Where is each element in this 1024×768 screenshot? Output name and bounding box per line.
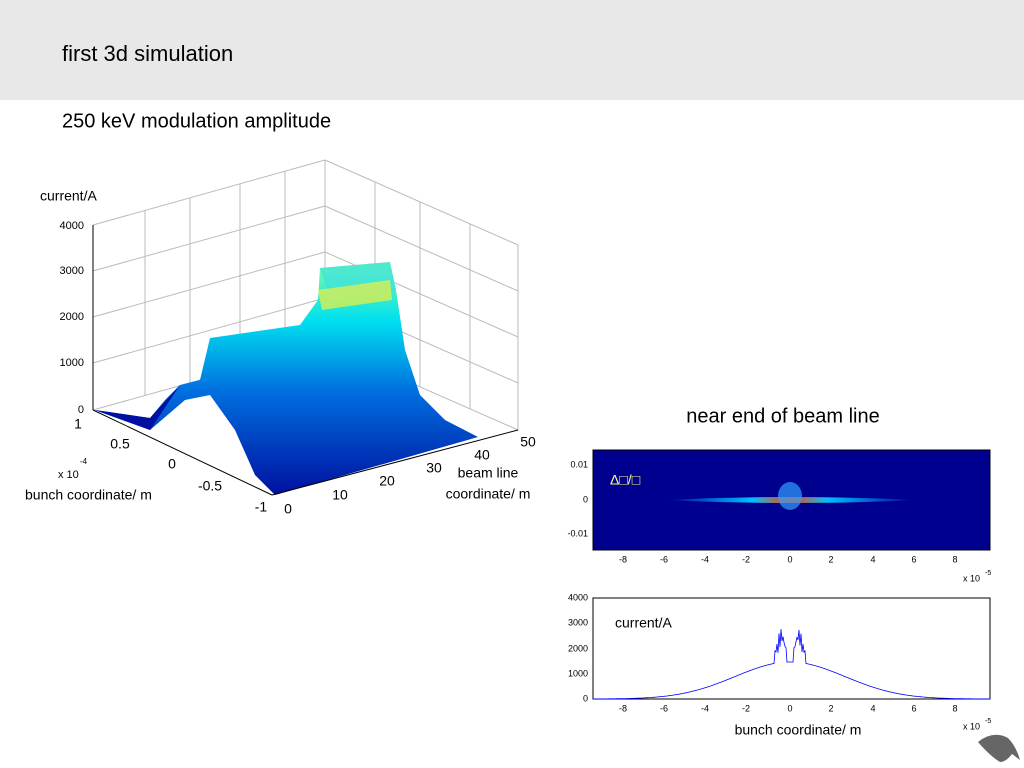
current-curve xyxy=(593,629,991,700)
z-tick-label: 3000 xyxy=(60,265,84,277)
x-tick-label: 50 xyxy=(520,434,536,450)
y-tick-label: 0 xyxy=(583,494,588,504)
x-tick-label: 4 xyxy=(870,554,875,564)
title: first 3d simulation xyxy=(62,41,233,66)
x-exponent-power: -5 xyxy=(985,570,991,577)
logo xyxy=(978,734,1020,762)
phase-label: Δ□/□ xyxy=(610,472,641,488)
x-tick-label: 30 xyxy=(426,460,442,476)
x-tick-label: -2 xyxy=(742,554,750,564)
z-tick-label: 1000 xyxy=(60,357,84,369)
y-exponent-power: -4 xyxy=(80,457,88,466)
y-tick-label: 3000 xyxy=(568,617,588,627)
current-xlabel: bunch coordinate/ m xyxy=(735,722,862,738)
x-tick-label: -6 xyxy=(660,554,668,564)
x-tick-label: -4 xyxy=(701,703,709,713)
z-tick-label: 0 xyxy=(78,404,84,416)
subtitle: 250 keV modulation amplitude xyxy=(62,110,331,132)
surface-base xyxy=(95,385,180,430)
x-tick-label: -8 xyxy=(619,703,627,713)
x-label: beam line xyxy=(458,465,519,481)
surface xyxy=(95,262,478,495)
surface-top xyxy=(318,280,392,310)
x-label: coordinate/ m xyxy=(446,486,531,502)
z-label: current/A xyxy=(40,188,97,204)
y-tick-label: 0 xyxy=(583,693,588,703)
z-tick-label: 4000 xyxy=(60,220,84,232)
y-tick-label: 0.01 xyxy=(570,459,588,469)
phase-title: near end of beam line xyxy=(686,405,879,427)
y-tick-label: 0.5 xyxy=(110,436,130,452)
x-tick-label: -2 xyxy=(742,703,750,713)
z-tick-label: 2000 xyxy=(60,311,84,323)
x-tick-label: -4 xyxy=(701,554,709,564)
x-tick-label: 6 xyxy=(911,703,916,713)
x-tick-label: 8 xyxy=(952,554,957,564)
plot2d-labels: 0.010-0.01-8 -6 -4 -2 0 2 4 6 8x 10-540003000200… xyxy=(567,459,991,731)
x-tick-label: -6 xyxy=(660,703,668,713)
x-tick-label: 0 xyxy=(787,703,792,713)
current-area xyxy=(592,597,991,700)
x-tick-label: 6 xyxy=(911,554,916,564)
current-label: current/A xyxy=(615,615,672,631)
x-tick-label: 0 xyxy=(284,501,292,517)
x-exponent-power: -5 xyxy=(985,718,991,725)
phase-core xyxy=(778,482,802,510)
plot3d-axes xyxy=(92,225,519,496)
plot3d-grid xyxy=(92,159,519,431)
x-tick-label: 8 xyxy=(952,703,957,713)
y-tick-label: 4000 xyxy=(568,592,588,602)
y-tick-label: 1000 xyxy=(568,668,588,678)
y-tick-label: -1 xyxy=(255,499,268,515)
x-tick-label: 40 xyxy=(474,447,490,463)
x-tick-label: 0 xyxy=(787,554,792,564)
x-tick-label: 2 xyxy=(828,554,833,564)
header-band xyxy=(0,0,1024,100)
x-exponent: x 10 xyxy=(963,573,980,583)
y-tick-label: -0.5 xyxy=(198,478,222,494)
x-exponent: x 10 xyxy=(963,721,980,731)
y-tick-label: 0 xyxy=(168,456,176,472)
x-tick-label: 20 xyxy=(379,473,395,489)
x-tick-label: 10 xyxy=(332,487,348,503)
y-label: bunch coordinate/ m xyxy=(25,487,152,503)
y-tick-label: 2000 xyxy=(568,643,588,653)
x-tick-label: 2 xyxy=(828,703,833,713)
x-tick-label: 4 xyxy=(870,703,875,713)
y-exponent: x 10 xyxy=(58,469,79,481)
y-tick-label: 1 xyxy=(74,416,82,432)
x-tick-label: -8 xyxy=(619,554,627,564)
y-tick-label: -0.01 xyxy=(567,528,588,538)
